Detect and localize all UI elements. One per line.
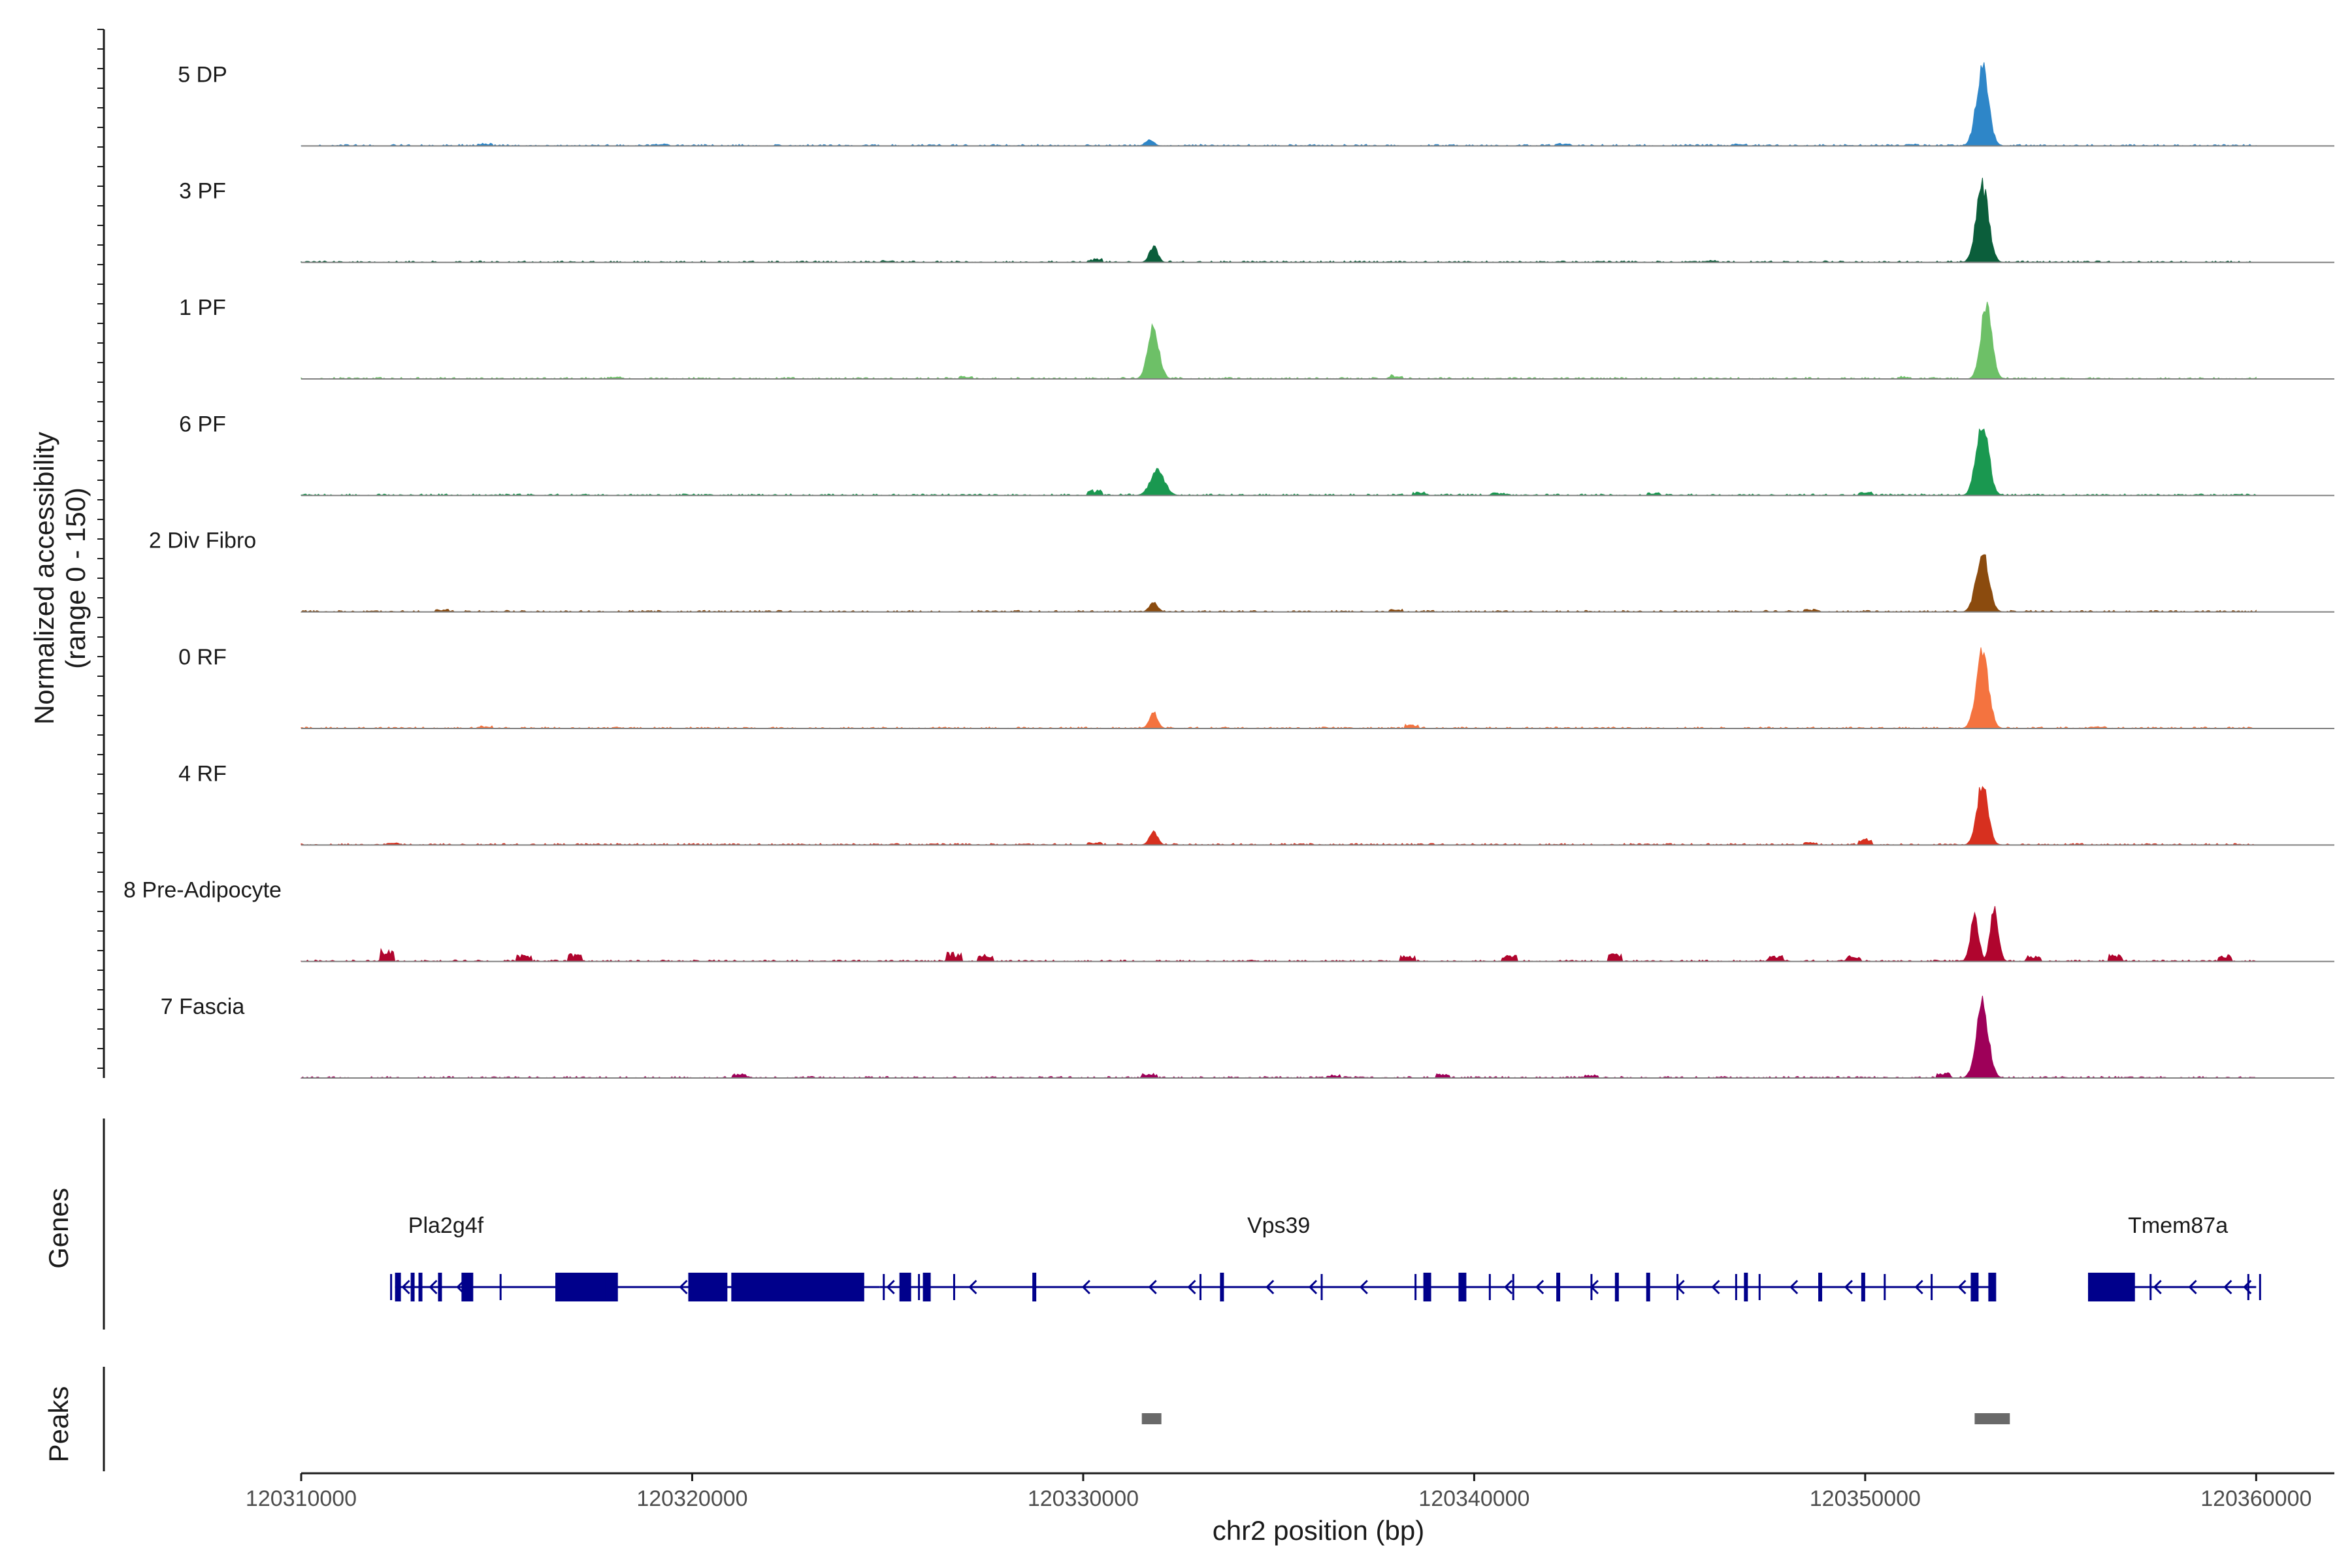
gene-exon: [1614, 1273, 1619, 1301]
coverage-area: [301, 785, 2257, 846]
gene-label: Pla2g4f: [408, 1213, 484, 1238]
strand-arrow: [1081, 1279, 1090, 1295]
strand-arrow: [401, 1279, 410, 1295]
strand-arrow: [2223, 1279, 2232, 1295]
strand-arrow: [1914, 1279, 1923, 1295]
coverage-area: [301, 554, 2257, 613]
gene-exon: [1220, 1273, 1224, 1301]
strand-arrow: [1590, 1279, 1599, 1295]
track-label: 3 PF: [179, 179, 226, 204]
gene-exon: [418, 1273, 423, 1301]
coverage-area: [301, 428, 2257, 497]
gene-exon: [395, 1273, 401, 1301]
strand-arrow: [429, 1279, 438, 1295]
strand-arrow: [679, 1279, 688, 1295]
coverage-area: [301, 62, 2257, 147]
track-label: 8 Pre-Adipocyte: [123, 878, 282, 903]
gene-label: Vps39: [1247, 1213, 1310, 1238]
track-4: 2 Div Fibro: [149, 529, 2334, 613]
strand-arrow: [2188, 1279, 2197, 1295]
gene-exon: [899, 1273, 911, 1301]
strand-arrow: [886, 1279, 895, 1295]
gene-exon: [1423, 1273, 1431, 1301]
coverage-tracks: 5 DP 3 PF 1 PF 6 PF 2 Div Fibro 0 RF 4 RF 8 Pre…: [123, 62, 2334, 1079]
track-3: 6 PF: [179, 412, 2334, 497]
gene-exon: [1646, 1273, 1650, 1301]
left-axes: [97, 29, 105, 1471]
strand-arrow: [585, 1279, 594, 1295]
x-tick-label: 120310000: [246, 1486, 357, 1511]
track-0: 5 DP: [178, 62, 2334, 147]
strand-arrow: [1308, 1279, 1318, 1295]
gene-exon: [692, 1273, 728, 1301]
track-label: 6 PF: [179, 412, 226, 436]
coverage-area: [301, 647, 2257, 729]
strand-arrow: [1535, 1279, 1544, 1295]
strand-arrow: [2243, 1279, 2252, 1295]
x-tick-label: 120330000: [1028, 1486, 1139, 1511]
gene-exon: [1988, 1273, 1997, 1301]
track-7: 8 Pre-Adipocyte: [123, 878, 2334, 962]
strand-arrow: [1187, 1279, 1196, 1295]
peaks-track-title: Peaks: [43, 1386, 74, 1463]
peak-region: [1141, 1413, 1162, 1424]
coverage-area: [301, 178, 2257, 263]
track-label: 1 PF: [179, 295, 226, 320]
gene-exon: [1744, 1273, 1748, 1301]
gene-exon: [438, 1273, 442, 1301]
gene-exon: [1861, 1273, 1865, 1301]
strand-arrow: [1844, 1279, 1853, 1295]
coverage-area: [301, 906, 2257, 962]
gene-exon: [731, 1273, 864, 1301]
x-axis: 120310000 120320000 120330000 120340000 1203…: [246, 1472, 2334, 1511]
y-axis-title-line2: (range 0 - 150): [60, 487, 91, 669]
strand-arrow: [1711, 1279, 1720, 1295]
gene-exon: [1818, 1273, 1823, 1301]
strand-arrow: [1266, 1279, 1275, 1295]
track-label: 7 Fascia: [161, 994, 245, 1019]
gene-exon: [1556, 1273, 1561, 1301]
strand-arrow: [2153, 1279, 2162, 1295]
track-6: 4 RF: [178, 761, 2334, 846]
strand-arrow: [1504, 1279, 1513, 1295]
strand-arrow: [1359, 1279, 1368, 1295]
gene-exon: [461, 1273, 474, 1301]
track-2: 1 PF: [179, 295, 2334, 380]
coverage-area: [301, 301, 2257, 380]
genes-track-title: Genes: [43, 1188, 74, 1269]
track-label: 0 RF: [178, 645, 227, 670]
x-tick-label: 120340000: [1418, 1486, 1529, 1511]
x-tick-label: 120320000: [636, 1486, 747, 1511]
strand-arrow: [1789, 1279, 1799, 1295]
strand-arrow: [1148, 1279, 1157, 1295]
track-label: 5 DP: [178, 62, 227, 87]
track-label: 2 Div Fibro: [149, 529, 256, 553]
gene-exon: [688, 1273, 694, 1301]
gene-exon: [1458, 1273, 1467, 1301]
strand-arrow: [1676, 1279, 1685, 1295]
strand-arrow: [456, 1279, 465, 1295]
gene-exon: [410, 1273, 415, 1301]
y-axis-title-line1: Normalized accessibility: [29, 432, 59, 725]
strand-arrow: [1957, 1279, 1967, 1295]
gene-exon: [923, 1273, 931, 1301]
track-label: 4 RF: [178, 761, 227, 786]
gene-label: Tmem87a: [2128, 1213, 2228, 1238]
track-1: 3 PF: [179, 178, 2334, 263]
x-tick-label: 120360000: [2200, 1486, 2311, 1511]
gene-exon: [2087, 1273, 2135, 1301]
peaks-track: [1141, 1413, 2010, 1424]
coverage-area: [300, 996, 2257, 1079]
gene-exon: [1032, 1273, 1037, 1301]
x-tick-label: 120350000: [1810, 1486, 1921, 1511]
genes-track: Pla2g4f Vps39 Tmem87a: [390, 1213, 2261, 1301]
gene-exon: [1970, 1273, 1979, 1301]
peak-region: [1974, 1413, 2010, 1424]
x-axis-title: chr2 position (bp): [1213, 1515, 1425, 1546]
strand-arrow: [968, 1279, 977, 1295]
track-8: 7 Fascia: [161, 994, 2334, 1079]
track-5: 0 RF: [178, 645, 2334, 729]
